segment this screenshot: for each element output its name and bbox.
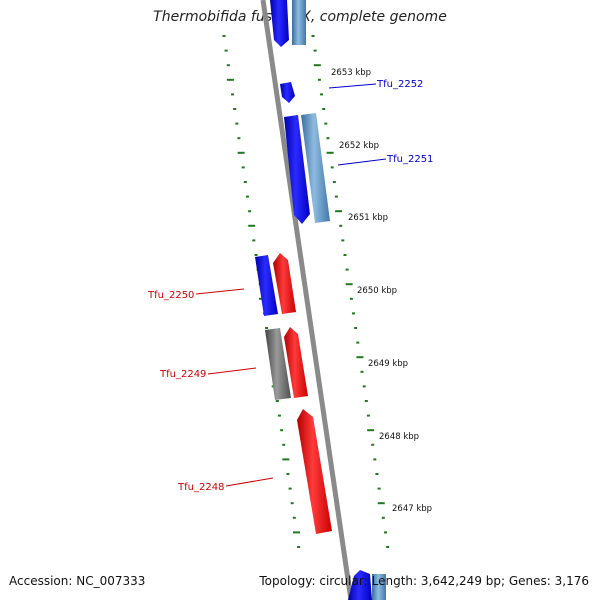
gene-arrow-top-blue[interactable] xyxy=(270,0,289,47)
gene-arrow-tfu2250-red[interactable] xyxy=(273,253,296,314)
leader-line xyxy=(328,83,377,89)
kbp-label: 2650 kbp xyxy=(357,286,397,296)
leader-line xyxy=(225,477,274,487)
right-tick-track xyxy=(311,35,390,548)
gene-label-tfu2249[interactable]: Tfu_2249 xyxy=(159,369,206,380)
leader-line xyxy=(195,288,245,295)
gene-arrow-tfu2249-red[interactable] xyxy=(284,327,308,398)
gene-label-tfu2251[interactable]: Tfu_2251 xyxy=(386,154,433,165)
gene-block-bottom-lightblue[interactable] xyxy=(372,574,386,600)
genome-backbone xyxy=(260,0,354,600)
feature-blocks xyxy=(255,0,386,600)
gene-block-tfu2250-blue[interactable] xyxy=(255,255,278,316)
kbp-label: 2648 kbp xyxy=(379,432,419,442)
kbp-label: 2652 kbp xyxy=(339,141,379,151)
gene-block-top-lightblue[interactable] xyxy=(292,0,306,45)
gene-labels: Tfu_2252 Tfu_2251 Tfu_2250 Tfu_2249 Tfu_… xyxy=(147,79,433,493)
gene-block-tfu2251-lightblue[interactable] xyxy=(301,113,330,223)
genome-summary-text: Topology: circular; Length: 3,642,249 bp… xyxy=(259,574,589,588)
gene-arrow-bottom-blue[interactable] xyxy=(348,570,372,600)
gene-arrow-tfu2252[interactable] xyxy=(280,82,295,103)
kbp-label: 2653 kbp xyxy=(331,68,371,78)
gene-block-tfu2249-gray[interactable] xyxy=(265,328,291,400)
kbp-label: 2651 kbp xyxy=(348,213,388,223)
gene-arrow-tfu2251[interactable] xyxy=(284,115,310,224)
kbp-label: 2649 kbp xyxy=(368,359,408,369)
accession-text: Accession: NC_007333 xyxy=(9,574,146,588)
kbp-label: 2647 kbp xyxy=(392,504,432,514)
gene-arrow-tfu2248-red[interactable] xyxy=(297,409,332,534)
gene-label-tfu2250[interactable]: Tfu_2250 xyxy=(147,290,194,301)
leader-line xyxy=(337,158,387,166)
gene-label-tfu2248[interactable]: Tfu_2248 xyxy=(177,482,224,493)
gene-label-tfu2252[interactable]: Tfu_2252 xyxy=(376,79,423,90)
kbp-tick-labels: 2653 kbp 2652 kbp 2651 kbp 2650 kbp 2649… xyxy=(331,68,432,514)
leader-line xyxy=(207,367,257,375)
